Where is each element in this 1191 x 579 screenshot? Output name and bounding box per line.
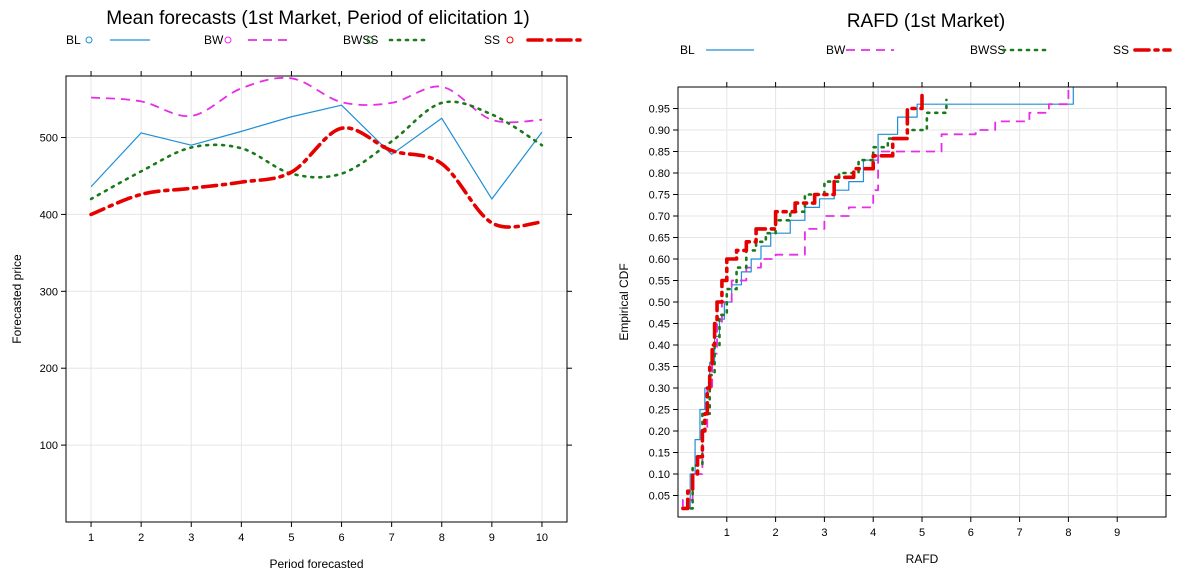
legend-marker-bl <box>85 36 93 44</box>
y-axis-label: Forecasted price <box>10 254 24 344</box>
chart-2-plot-area: 1 2 3 4 5 6 7 8 9 0.05 0.10 0.15 0.20 0.25 0.30 0.35 0.4… <box>617 82 1171 566</box>
y-axis-label: Empirical CDF <box>617 263 631 340</box>
series-line-bl <box>682 87 1074 509</box>
chart-2-title: RAFD (1st Market) <box>847 11 1005 32</box>
series-line-bwss <box>89 100 544 201</box>
y-tick-label: 0.10 <box>649 469 670 481</box>
x-tick-label: 2 <box>773 527 779 539</box>
y-tick-label: 0.95 <box>649 104 670 116</box>
chart-1-legend: BL BW BWSS SS <box>66 33 582 47</box>
legend-marker-bw <box>224 36 232 44</box>
x-tick-label: 3 <box>821 527 827 539</box>
legend-label-bw: BW <box>204 33 224 47</box>
y-tick-label: 0.35 <box>649 362 670 374</box>
legend-label-bw: BW <box>826 43 846 57</box>
x-tick-label: 9 <box>1114 527 1120 539</box>
legend-label-ss: SS <box>484 33 500 47</box>
series-line-bw <box>90 76 542 124</box>
y-tick-label: 0.85 <box>649 147 670 159</box>
chart-1-plot-area: 1 2 3 4 5 6 7 8 9 10 100 200 300 400 500 Period forecas… <box>10 71 572 571</box>
chart-2-legend: BL BW BWSS SS <box>680 43 1172 57</box>
x-tick-label: 1 <box>88 532 94 544</box>
y-tick-label: 0.45 <box>649 319 670 331</box>
y-tick-label: 0.55 <box>649 276 670 288</box>
x-tick-label: 4 <box>238 532 244 544</box>
x-tick-label: 3 <box>188 532 194 544</box>
x-tick-label: 5 <box>919 527 925 539</box>
y-tick-label: 100 <box>40 440 58 452</box>
y-tick-label: 0.20 <box>649 426 670 438</box>
y-tick-label: 0.15 <box>649 448 670 460</box>
legend-label-bl: BL <box>66 33 81 47</box>
y-tick-label: 200 <box>40 363 58 375</box>
y-tick-label: 0.60 <box>649 254 670 266</box>
series-line-bw <box>681 87 1070 509</box>
legend-marker-ss <box>506 36 514 44</box>
x-tick-label: 2 <box>138 532 144 544</box>
y-tick-label: 500 <box>40 133 58 145</box>
y-tick-label: 0.90 <box>649 125 670 137</box>
x-tick-label: 7 <box>1017 527 1023 539</box>
y-tick-label: 0.80 <box>649 168 670 180</box>
y-tick-label: 0.40 <box>649 340 670 352</box>
x-axis-label: RAFD <box>906 552 939 566</box>
y-tick-label: 0.70 <box>649 211 670 223</box>
x-tick-label: 8 <box>439 532 445 544</box>
x-tick-label: 4 <box>870 527 876 539</box>
x-tick-label: 8 <box>1065 527 1071 539</box>
series-line-bl <box>90 104 543 200</box>
plot-frame <box>65 75 568 523</box>
series-line-bwss <box>681 98 948 510</box>
x-tick-label: 10 <box>536 532 548 544</box>
y-tick-label: 0.25 <box>649 405 670 417</box>
x-tick-label: 9 <box>489 532 495 544</box>
legend-label-bwss: BWSS <box>970 43 1005 57</box>
y-tick-label: 0.75 <box>649 190 670 202</box>
x-tick-label: 7 <box>389 532 395 544</box>
y-tick-label: 300 <box>40 286 58 298</box>
y-tick-label: 0.30 <box>649 383 670 395</box>
x-axis-label: Period forecasted <box>269 557 363 571</box>
legend-label-bl: BL <box>680 43 695 57</box>
x-tick-label: 6 <box>968 527 974 539</box>
x-tick-label: 6 <box>338 532 344 544</box>
legend-marker-bwss <box>366 36 374 44</box>
legend-label-ss: SS <box>1113 43 1129 57</box>
y-tick-label: 0.65 <box>649 233 670 245</box>
x-tick-label: 5 <box>288 532 294 544</box>
series-line-ss <box>681 93 924 511</box>
series-line-ss <box>89 126 544 229</box>
y-tick-label: 0.50 <box>649 297 670 309</box>
y-tick-label: 400 <box>40 209 58 221</box>
chart-1-title: Mean forecasts (1st Market, Period of el… <box>106 8 529 29</box>
legend-label-bwss: BWSS <box>343 33 378 47</box>
x-tick-label: 1 <box>724 527 730 539</box>
y-tick-label: 0.05 <box>649 491 670 503</box>
